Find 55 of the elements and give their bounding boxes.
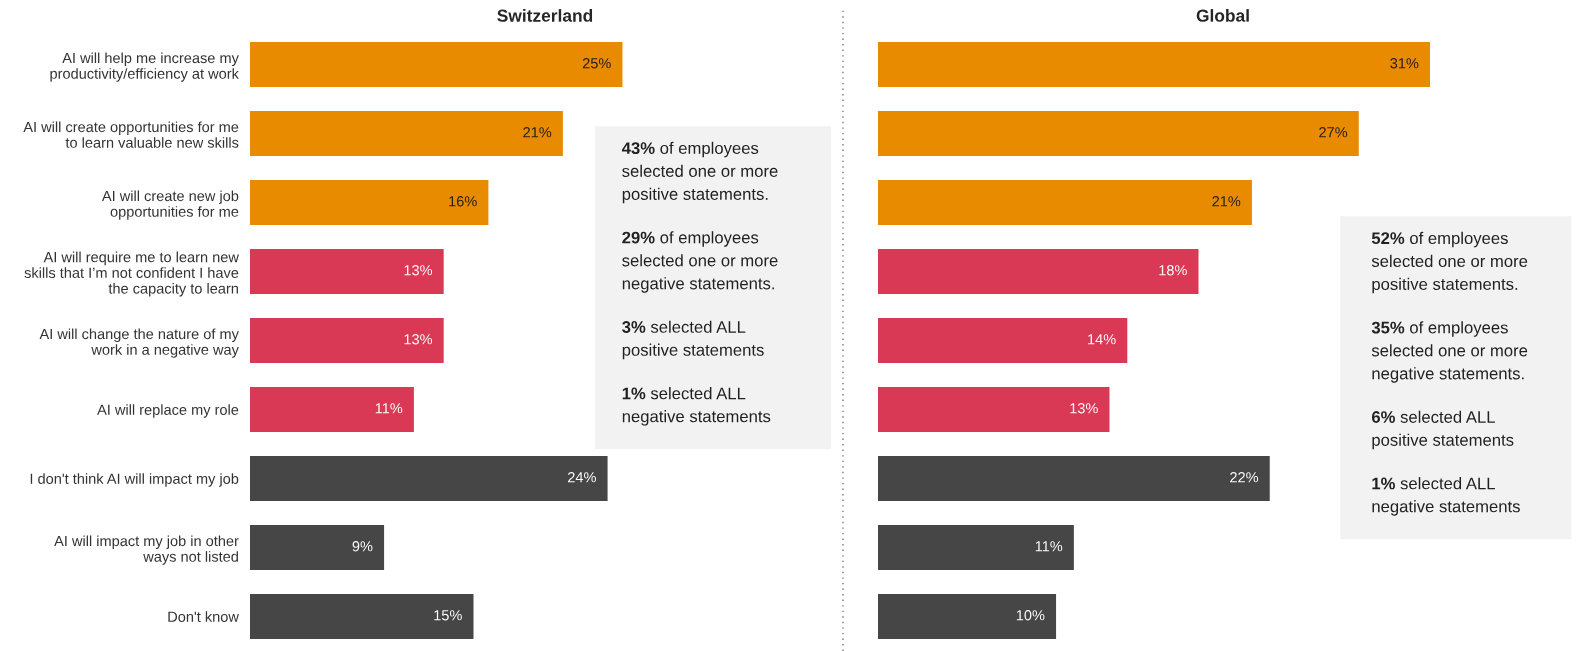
bar — [250, 42, 623, 87]
annotation: 3% selected ALL positive statements — [622, 320, 764, 360]
text: 1% selected ALL negative statements — [622, 387, 771, 426]
bar — [878, 594, 1057, 639]
y-tick-label: AI will create opportunities for me to learn valuable new skills — [23, 121, 239, 148]
y-tick-label: I don't think AI will impact my job — [30, 473, 239, 487]
annotation: 29% of employees selected one or more negative statements. — [622, 231, 778, 293]
y-tick-label: AI will create new job opportunities for me — [101, 190, 239, 220]
data-label: 15% — [434, 610, 462, 621]
y-tick-label: AI will help me increase my productivity/efficiency at work — [50, 52, 239, 82]
bar — [878, 42, 1430, 87]
y-tick-label: AI will impact my job in other ways not listed — [54, 535, 239, 565]
annotation: 35% of employees selected one or more negative statements. — [1371, 321, 1528, 383]
y-tick-label: AI will change the nature of my work in a negative way — [39, 328, 239, 358]
bar — [878, 180, 1252, 225]
data-label: 24% — [568, 472, 596, 483]
bar — [250, 387, 414, 432]
data-label: 18% — [1159, 265, 1187, 276]
data-label: 21% — [523, 127, 552, 138]
bar — [250, 249, 444, 294]
data-label: 14% — [1088, 334, 1116, 345]
data-label: 13% — [404, 334, 433, 345]
data-label: 9% — [352, 541, 373, 552]
chart-title: Global — [1196, 9, 1249, 22]
data-label: 27% — [1319, 127, 1348, 138]
bar — [250, 180, 489, 225]
annotation: 43% of employees selected one or more positive statements. — [621, 141, 778, 204]
data-label: 21% — [1212, 196, 1241, 207]
bar — [250, 318, 444, 363]
annotation: 6% selected ALL positive statements — [1371, 410, 1514, 450]
y-tick-label: AI will require me to learn new skills that I’m not confident I have the capacity to learn — [24, 251, 239, 297]
data-label: 25% — [582, 58, 611, 69]
y-tick-label: AI will replace my role — [97, 404, 239, 418]
data-label: 11% — [1035, 541, 1063, 552]
bar — [878, 456, 1270, 501]
bar — [250, 456, 608, 501]
bar — [250, 594, 474, 639]
data-label: 13% — [1070, 403, 1098, 414]
data-label: 16% — [449, 196, 477, 207]
annotation: 52% of employees selected one or more positive statements. — [1371, 231, 1528, 294]
bar — [878, 387, 1110, 432]
chart-title: Switzerland — [497, 9, 593, 22]
data-label: 10% — [1016, 610, 1045, 621]
bar — [878, 318, 1128, 363]
data-label: 11% — [375, 403, 403, 414]
y-tick-label: Don't know — [168, 611, 239, 622]
data-label: 31% — [1390, 58, 1419, 69]
data-label: 13% — [404, 265, 433, 276]
bar — [878, 249, 1199, 294]
bar — [878, 525, 1074, 570]
bar — [250, 111, 563, 156]
annotation: 1% selected ALL negative statements — [1372, 477, 1520, 516]
bar — [250, 525, 385, 570]
bar — [878, 111, 1359, 156]
data-label: 22% — [1230, 472, 1259, 483]
